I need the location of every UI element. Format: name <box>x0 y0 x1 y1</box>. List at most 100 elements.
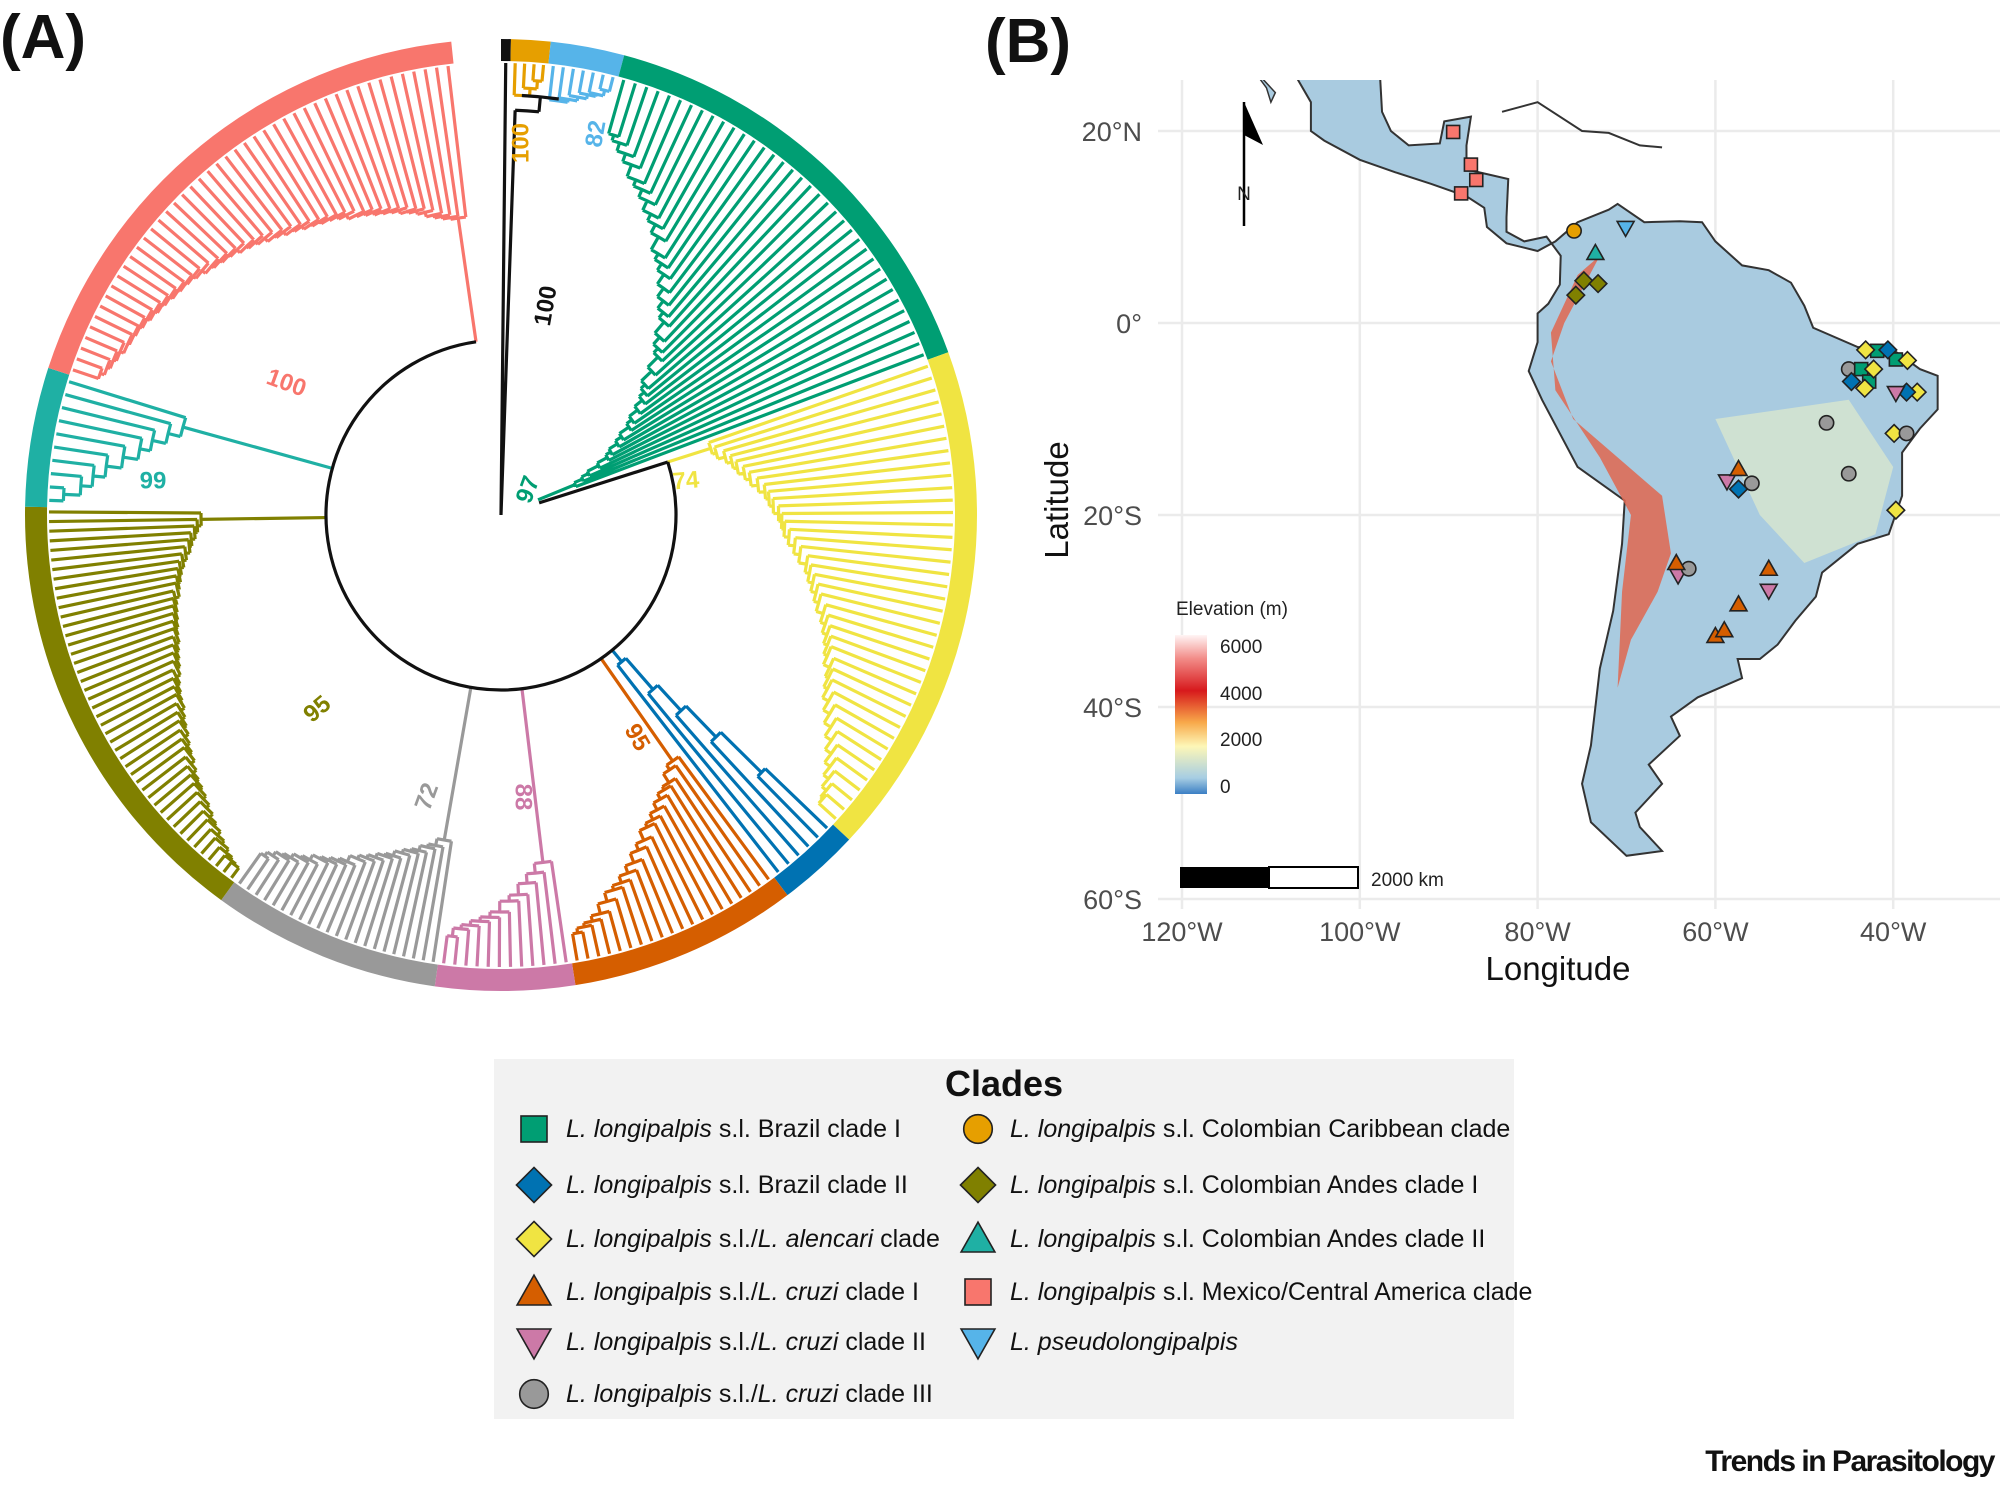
ring-cruzi1 <box>572 877 788 986</box>
scale-bar-label: 2000 km <box>1371 870 1444 891</box>
elevation-colorbar <box>1175 635 1207 794</box>
species-name: L. longipalpis <box>1010 1170 1156 1199</box>
legend-item-cruzi3: L. longipalpis s.l./L. cruzi clade III <box>512 1374 933 1414</box>
clade-label: s.l. Colombian Andes clade I <box>1155 1170 1479 1199</box>
species-name: L. alencari <box>757 1224 874 1253</box>
bootstrap-value: 100 <box>263 363 310 402</box>
north-arrow-icon <box>1244 102 1263 145</box>
phylogenetic-tree <box>25 39 978 992</box>
ring-cruzi2 <box>434 963 576 992</box>
y-tick-label: 0° <box>1116 309 1142 339</box>
elevation-legend-title: Elevation (m) <box>1176 599 1288 620</box>
legend-marker <box>515 1328 553 1361</box>
elevation-label: 4000 <box>1220 684 1262 705</box>
triangle-down-icon <box>959 1328 997 1361</box>
map-point-brazil2 <box>1841 371 1862 392</box>
map-point-andes2 <box>1585 242 1606 261</box>
species-name: L. longipalpis <box>566 1327 712 1356</box>
diamond-icon <box>515 1166 553 1204</box>
tree-clade-cruzi1 <box>571 657 770 961</box>
clade-label: s.l. Brazil clade II <box>711 1170 908 1199</box>
legend-marker <box>962 1113 994 1145</box>
map-point-alencari <box>1854 378 1875 399</box>
clade-label: clade I <box>838 1277 919 1306</box>
legend-item-cruzi1: L. longipalpis s.l./L. cruzi clade I <box>512 1272 919 1312</box>
species-name: L. longipalpis <box>1010 1277 1156 1306</box>
clade-label: s.l. Colombian Andes clade II <box>1155 1224 1486 1253</box>
clades-legend: Clades L. longipalpis s.l. Brazil clade … <box>494 1059 1532 1419</box>
bootstrap-value: 95 <box>619 719 656 756</box>
map-point-cruzi1 <box>1714 620 1735 638</box>
map-point-alencari <box>1855 339 1876 360</box>
tree-clade-caribbean <box>512 63 546 98</box>
ring-outgroup <box>501 39 511 62</box>
legend-item-mexico: L. longipalpis s.l. Mexico/Central Ameri… <box>956 1272 1532 1312</box>
ring-cruzi3 <box>221 882 438 987</box>
map-point-andes1 <box>1565 285 1586 306</box>
species-name: L. cruzi <box>757 1327 839 1356</box>
clade-label: s.l. Brazil clade I <box>711 1114 901 1143</box>
tree-clade-andes1 <box>48 510 327 879</box>
y-tick-label: 60°S <box>1083 885 1142 915</box>
ring-alencari <box>833 352 978 840</box>
journal-credit: Trends in Parasitology <box>1705 1445 1995 1478</box>
legend-marker <box>520 1115 548 1143</box>
map-point-alencari <box>1897 350 1918 371</box>
species-name: L. pseudolongipalpis <box>1010 1327 1238 1356</box>
tree-backbone <box>324 63 678 692</box>
map-point-caribbean <box>1566 222 1582 239</box>
baja-california <box>1259 80 1277 105</box>
x-tick-label: 120°W <box>1141 917 1223 947</box>
map-point-cruzi2 <box>1717 474 1737 492</box>
tree-clade-brazil2 <box>610 649 829 873</box>
map-point-mexico <box>1453 186 1469 201</box>
y-tick-label: 20°S <box>1083 501 1142 531</box>
legend-item-brazil2: L. longipalpis s.l. Brazil clade II <box>512 1165 908 1205</box>
species-name: L. longipalpis <box>566 1224 712 1253</box>
north-label: N <box>1237 184 1251 205</box>
ring-caribbean <box>510 39 551 64</box>
triangle-down-icon <box>515 1328 553 1361</box>
circle-icon <box>962 1113 994 1145</box>
map-point-cruzi1 <box>1758 558 1779 577</box>
clade-label: s.l./ <box>711 1379 758 1408</box>
map-point-cruzi1 <box>1666 552 1687 571</box>
andes-elevation <box>1550 255 1671 688</box>
x-axis-title: Longitude <box>1486 950 1631 987</box>
map-point-cruzi3 <box>1898 425 1915 442</box>
clade-label: s.l./ <box>711 1327 758 1356</box>
ring-andes2 <box>25 367 70 508</box>
tree-clade-alencari <box>667 364 954 820</box>
x-tick-label: 100°W <box>1319 917 1401 947</box>
panel-b-label: (B) <box>985 7 1071 76</box>
map-point-cruzi3 <box>1818 414 1835 431</box>
legend-item-alencari: L. longipalpis s.l./L. alencari clade <box>512 1219 940 1259</box>
map-point-mexico <box>1463 157 1479 172</box>
tree-clade-mexico <box>72 65 478 381</box>
clade-label: s.l. Colombian Caribbean clade <box>1155 1114 1511 1143</box>
species-name: L. cruzi <box>757 1379 839 1408</box>
bootstrap-value: 100 <box>507 123 534 163</box>
ring-pseudo <box>548 41 625 77</box>
elevation-label: 0 <box>1220 777 1231 798</box>
legend-item-andes2: L. longipalpis s.l. Colombian Andes clad… <box>956 1219 1485 1259</box>
map-point-alencari <box>1885 500 1906 521</box>
species-name: L. longipalpis <box>566 1170 712 1199</box>
panel-a-label: (A) <box>0 3 86 72</box>
map-point-pseudo <box>1615 220 1636 239</box>
tree-clade-andes2 <box>49 380 333 503</box>
legend-marker <box>959 1220 997 1253</box>
legend-marker <box>964 1278 992 1306</box>
scale-bar-white <box>1268 866 1359 889</box>
bootstrap-value: 72 <box>410 779 445 813</box>
tree-clade-pseudo <box>547 65 615 104</box>
y-tick-label: 40°S <box>1083 693 1142 723</box>
legend-marker <box>515 1220 553 1258</box>
triangle-icon <box>959 1220 997 1253</box>
legend-marker <box>515 1166 553 1204</box>
legend-title: Clades <box>944 1063 1064 1104</box>
brazil-highlands <box>1715 399 1894 563</box>
map-point-brazil2 <box>1728 479 1749 499</box>
tree-clade-brazil1 <box>537 79 925 502</box>
